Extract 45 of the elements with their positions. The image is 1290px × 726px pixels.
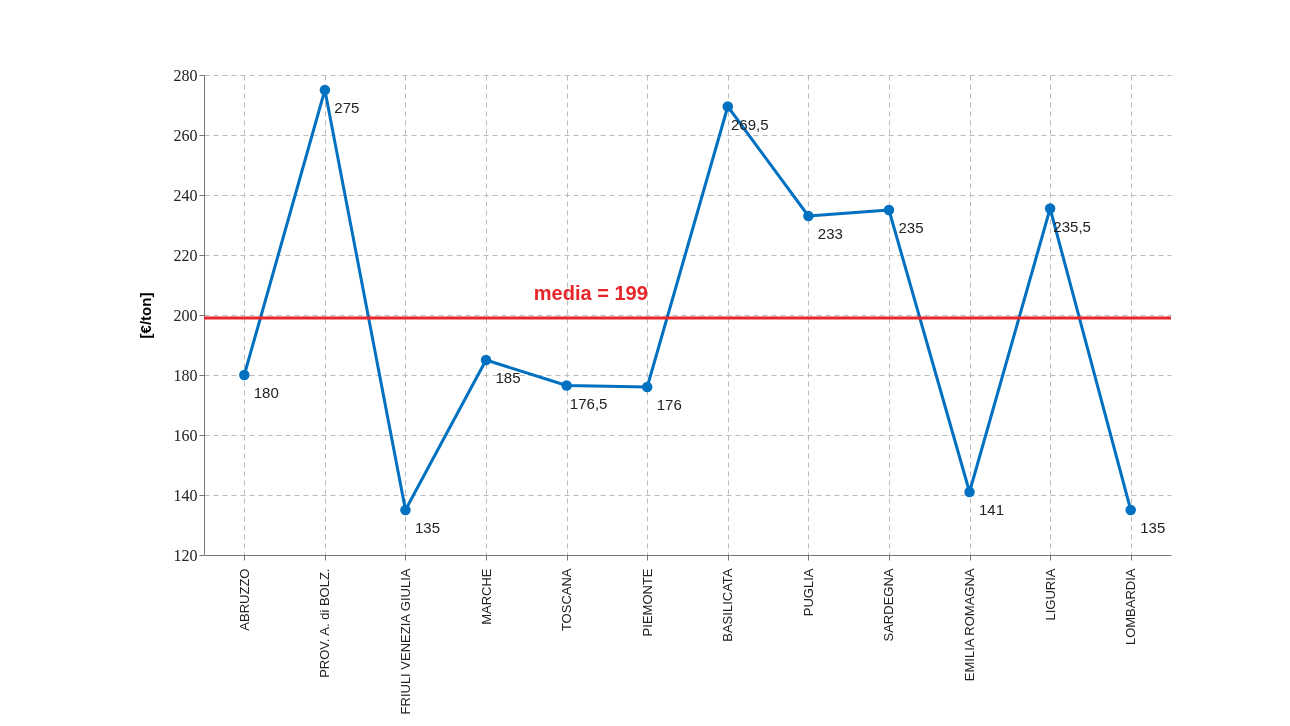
x-tick-label: SARDEGNA: [881, 568, 897, 642]
y-tick-label: 260: [173, 126, 198, 144]
y-tick-label: 160: [173, 426, 198, 444]
x-tick-label: PUGLIA: [800, 568, 816, 617]
point: [641, 381, 653, 393]
y-tick-label: 280: [173, 66, 198, 84]
point: [400, 504, 411, 516]
data-label: 235: [898, 219, 924, 236]
point: [319, 84, 331, 96]
point: [561, 380, 572, 391]
x-tick-label: LIGURIA: [1042, 568, 1058, 621]
data-label: 275: [334, 99, 360, 116]
point: [1125, 504, 1136, 516]
x-tick-label: EMILIA ROMAGNA: [962, 568, 978, 682]
y-tick-label: 140: [173, 486, 198, 504]
x-tick-label: ABRUZZO: [236, 568, 252, 631]
data-label: 233: [817, 225, 843, 242]
y-tick-label: 240: [173, 186, 198, 204]
y-axis-title: [€/ton]: [136, 292, 154, 339]
y-tick-label: 220: [173, 246, 198, 264]
data-label: 176,5: [569, 394, 608, 412]
y-tick-label: 120: [173, 546, 198, 564]
data-label: 141: [979, 501, 1005, 518]
point: [883, 204, 895, 216]
x-tick-label: BASILICATA: [720, 568, 736, 642]
x-tick-label: FRIULI VENEZIA GIULIA: [397, 568, 413, 715]
x-tick-label: TOSCANA: [559, 568, 575, 632]
point: [1044, 203, 1056, 214]
point: [239, 369, 250, 381]
x-tick-label: MARCHE: [478, 568, 494, 625]
ref-line-label: media = 199: [533, 282, 648, 304]
x-tick-label: LOMBARDIA: [1123, 568, 1139, 646]
y-tick-label: 200: [173, 306, 198, 324]
data-label: 135: [414, 519, 440, 536]
data-label: 176: [656, 396, 682, 413]
point: [964, 486, 975, 498]
data-label: 185: [495, 369, 521, 386]
point: [480, 354, 492, 366]
y-tick-label: 180: [173, 366, 198, 384]
x-tick-label: PROV. A. di BOLZ.: [317, 568, 333, 678]
point: [722, 101, 734, 112]
point: [803, 210, 814, 222]
x-tick-label: PIEMONTE: [639, 568, 655, 637]
data-label: 180: [253, 384, 279, 401]
data-label: 135: [1140, 519, 1166, 536]
